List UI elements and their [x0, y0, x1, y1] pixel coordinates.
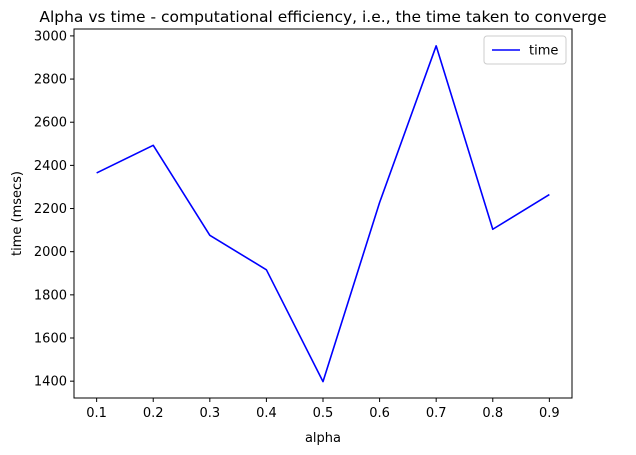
y-tick-label: 2200	[34, 202, 67, 217]
x-tick-label: 0.5	[313, 406, 334, 421]
x-tick-label: 0.1	[86, 406, 107, 421]
y-tick-label: 1400	[34, 375, 67, 390]
x-tick-label: 0.7	[426, 406, 447, 421]
chart-title: Alpha vs time - computational efficiency…	[39, 8, 606, 26]
x-axis-ticks: 0.1 0.2 0.3 0.4 0.5 0.6 0.7 0.8 0.9	[86, 398, 560, 421]
y-tick-label: 1600	[34, 332, 67, 347]
y-tick-label: 1800	[34, 288, 67, 303]
plot-area-frame	[73, 28, 573, 399]
x-tick-label: 0.9	[539, 406, 560, 421]
y-tick-label: 2000	[34, 245, 67, 260]
x-tick-label: 0.6	[369, 406, 390, 421]
series-line-time	[96, 45, 550, 383]
y-tick-label: 2800	[34, 73, 67, 88]
legend: time	[483, 35, 567, 65]
x-tick-label: 0.4	[256, 406, 277, 421]
x-axis-label: alpha	[305, 431, 341, 446]
y-tick-label: 3000	[34, 29, 67, 44]
y-tick-label: 2400	[34, 159, 67, 174]
y-axis-label: time (msecs)	[10, 171, 25, 256]
y-axis-ticks: 1400 1600 1800 2000 2200 2400 2600 2800 3000	[34, 29, 74, 390]
legend-label-time: time	[529, 44, 558, 59]
legend-box	[483, 35, 567, 65]
y-tick-label: 2600	[34, 116, 67, 131]
x-tick-label: 0.8	[482, 406, 503, 421]
x-tick-label: 0.3	[199, 406, 220, 421]
x-tick-label: 0.2	[143, 406, 164, 421]
